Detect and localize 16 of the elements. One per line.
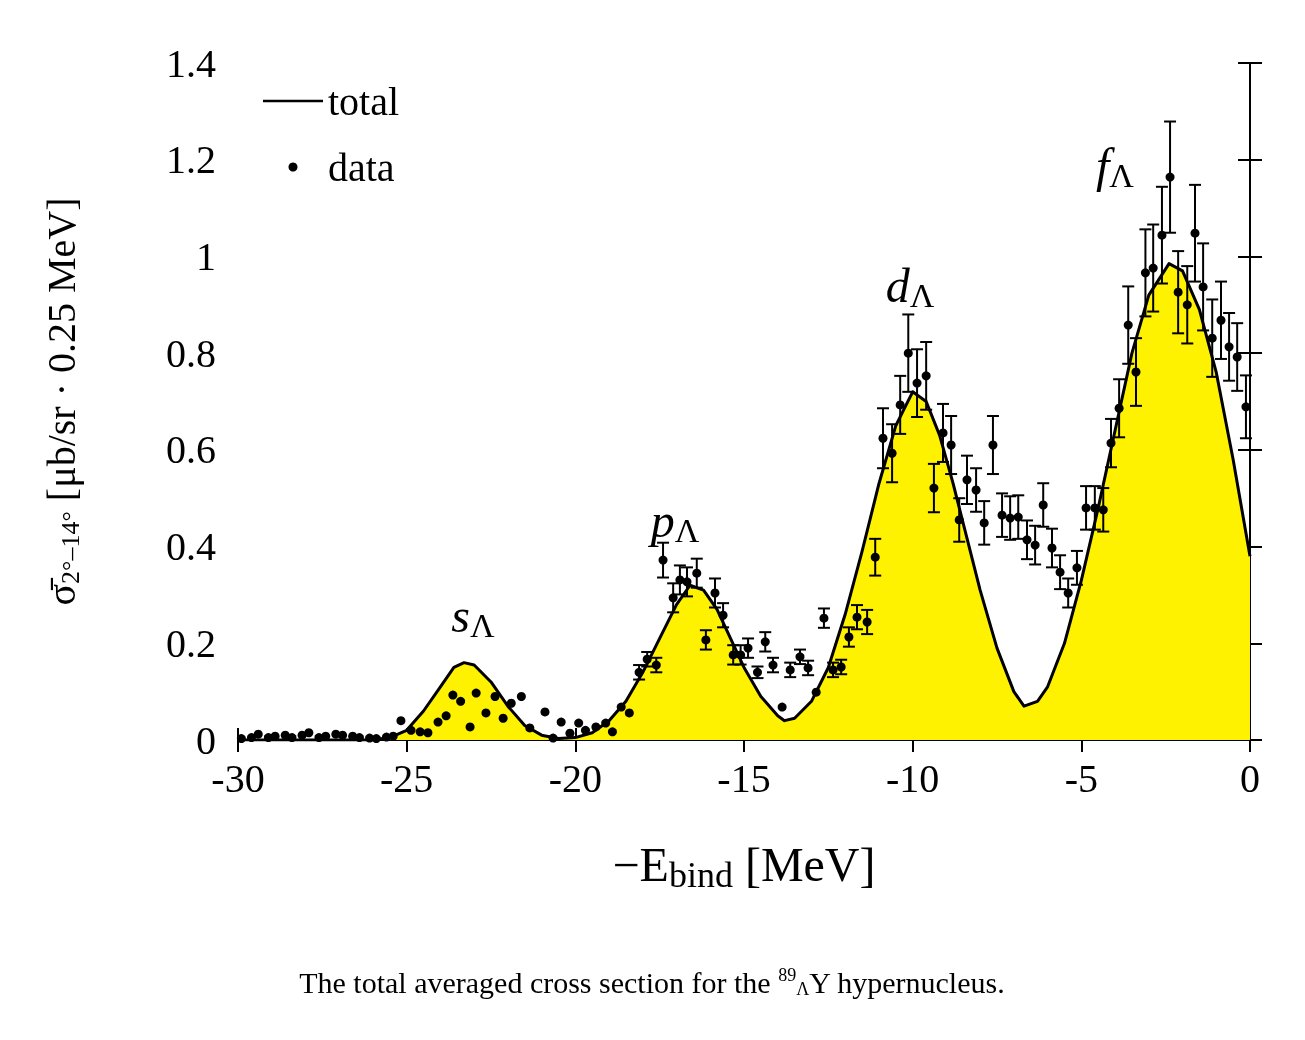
y-tick-label: 0.4 [166, 524, 216, 570]
y-tick-label: 0.6 [166, 427, 216, 473]
x-tick-label: -15 [717, 755, 771, 801]
y-tick-label: 1.2 [166, 137, 216, 183]
x-tick-label: 0 [1240, 755, 1260, 801]
x-tick-label: -20 [548, 755, 602, 801]
legend-label: data [328, 144, 395, 190]
x-tick-label: -25 [380, 755, 434, 801]
legend-label: total [328, 78, 400, 124]
x-tick-label: -5 [1064, 755, 1098, 801]
y-tick-label: 1 [196, 233, 216, 279]
y-tick-label: 1.4 [166, 40, 216, 86]
y-axis-title: σ̄2°–14° [μb/sr · 0.25 MeV] [38, 197, 85, 606]
y-tick-label: 0.2 [166, 620, 216, 666]
y-tick-label: 0.8 [166, 330, 216, 376]
x-tick-label: -10 [886, 755, 940, 801]
